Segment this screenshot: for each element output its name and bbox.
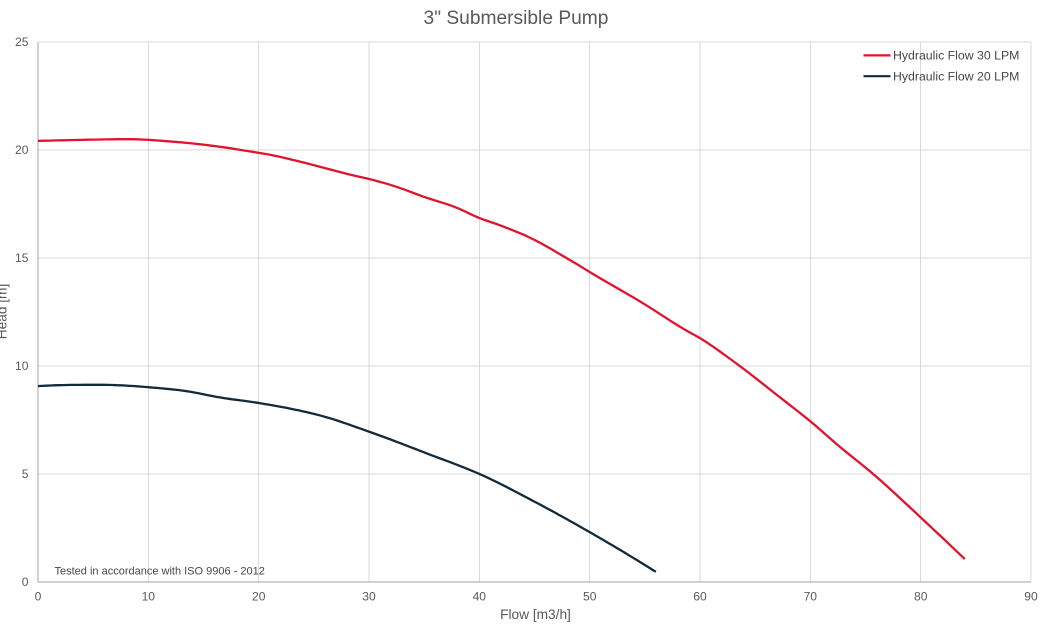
svg-text:5: 5 (22, 467, 29, 481)
svg-text:30: 30 (362, 590, 376, 604)
svg-text:80: 80 (914, 590, 928, 604)
svg-text:15: 15 (15, 251, 29, 265)
svg-text:10: 10 (15, 359, 29, 373)
svg-text:Hydraulic Flow 30 LPM: Hydraulic Flow 30 LPM (893, 49, 1019, 63)
svg-text:Tested in accordance with ISO: Tested in accordance with ISO 9906 - 201… (55, 566, 265, 578)
svg-text:0: 0 (22, 575, 29, 589)
svg-text:20: 20 (15, 143, 29, 157)
svg-text:Hydraulic Flow 20 LPM: Hydraulic Flow 20 LPM (893, 69, 1019, 83)
svg-text:50: 50 (583, 590, 597, 604)
svg-text:20: 20 (252, 590, 266, 604)
svg-text:3" Submersible Pump: 3" Submersible Pump (424, 8, 609, 29)
svg-text:0: 0 (35, 590, 42, 604)
svg-text:Head [m]: Head [m] (0, 284, 10, 340)
svg-text:90: 90 (1024, 590, 1038, 604)
svg-text:60: 60 (693, 590, 707, 604)
svg-text:Flow [m3/h]: Flow [m3/h] (500, 607, 571, 622)
svg-text:40: 40 (473, 590, 487, 604)
svg-text:70: 70 (804, 590, 818, 604)
svg-text:10: 10 (142, 590, 156, 604)
svg-text:25: 25 (15, 35, 29, 49)
